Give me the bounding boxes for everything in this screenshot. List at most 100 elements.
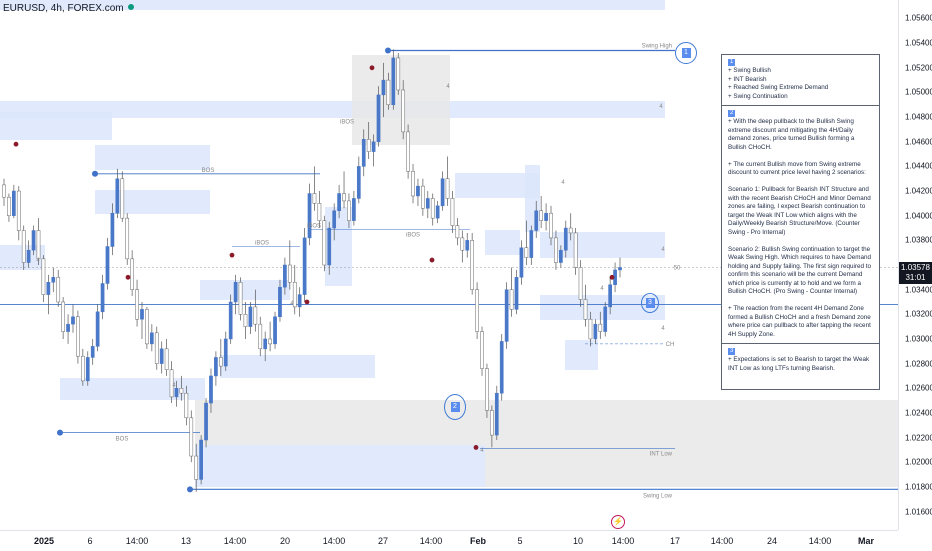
- candle-body: [460, 237, 465, 251]
- candle-body: [618, 267, 622, 271]
- candle-body: [529, 230, 534, 258]
- zone-11: [485, 230, 520, 255]
- candle-body: [253, 306, 258, 325]
- candle-body: [287, 264, 292, 283]
- symbol-title[interactable]: EURUSD, 4h, FOREX.com: [3, 3, 134, 14]
- price-tick: 1.01800: [905, 482, 932, 492]
- candle-body: [593, 323, 598, 340]
- note-line: + Expectations is set to Bearish to targ…: [728, 356, 871, 372]
- candle-body: [322, 220, 327, 266]
- candle-body: [504, 289, 509, 342]
- int-low-label: INT Low: [650, 452, 673, 458]
- price-tick: 1.03200: [905, 309, 932, 319]
- candle-body: [568, 227, 573, 234]
- candle-body: [396, 57, 401, 91]
- swing-point-1: [125, 274, 131, 280]
- zone-mark-0: 4: [446, 84, 450, 90]
- time-tick: 14:00: [710, 536, 734, 546]
- candle-body: [56, 277, 61, 303]
- candle-body: [41, 258, 46, 295]
- candle-body: [199, 439, 203, 480]
- candle-body: [164, 348, 169, 371]
- candle-body: [386, 79, 391, 106]
- candle-body: [51, 277, 56, 283]
- candle-body: [130, 258, 134, 290]
- ibos-label-mid: iBOS: [307, 223, 321, 229]
- candle-body: [514, 277, 519, 310]
- candles-layer: [2, 49, 622, 492]
- swing-low-dot: [187, 486, 193, 493]
- bos-label-top: BOS: [202, 168, 215, 174]
- time-tick: 14:00: [223, 536, 247, 546]
- candle-body: [356, 166, 361, 199]
- note-line: [728, 237, 874, 246]
- swing-point-7: [609, 274, 615, 280]
- time-axis[interactable]: 2025 6 14:00 13 14:00 20 14:00 27 14:00 Feb 5 10 14:…: [0, 530, 898, 551]
- note-line: [728, 297, 874, 306]
- candle-body: [347, 200, 351, 221]
- candle-body: [184, 392, 189, 419]
- candle-body: [31, 230, 36, 251]
- candle-body: [214, 357, 218, 377]
- candle-body: [583, 299, 588, 320]
- candle-body: [302, 237, 307, 295]
- candle-body: [115, 178, 120, 214]
- bos-high-dot: [92, 170, 98, 177]
- price-tick: 1.05600: [905, 13, 932, 23]
- candle-body: [544, 212, 548, 221]
- candle-body: [268, 338, 272, 345]
- candle-body: [588, 318, 593, 340]
- candle-body: [16, 190, 21, 231]
- current-price-value: 1.03578: [901, 263, 930, 272]
- note-section-3: 3 + Expectations is set to Bearish to ta…: [722, 344, 879, 377]
- bos-low-dot: [57, 429, 63, 436]
- time-tick: 13: [180, 536, 192, 546]
- candle-body: [563, 227, 568, 251]
- candle-body: [554, 237, 558, 263]
- swing-point-3: [304, 299, 310, 305]
- candle-body: [573, 232, 578, 268]
- swing-point-2: [229, 252, 235, 258]
- time-tick: 17: [669, 536, 681, 546]
- zone-17: [195, 445, 485, 487]
- candle-body: [475, 289, 479, 332]
- candle-body: [440, 178, 445, 207]
- note-section-1-number: 1: [728, 59, 736, 66]
- analysis-note: 1 + Swing Bullish + INT Bearish + Reached …: [721, 54, 880, 390]
- marker-2-icon: 2: [444, 394, 466, 420]
- candle-body: [297, 294, 302, 308]
- swing-point-6: [473, 445, 479, 450]
- candle-body: [149, 332, 154, 345]
- candle-body: [381, 79, 386, 96]
- price-tick: 1.04600: [905, 137, 932, 147]
- time-tick: 5: [517, 536, 523, 546]
- marker-2-label: 2: [450, 402, 460, 412]
- swing-point-4: [369, 65, 375, 71]
- zone-15: [565, 340, 598, 370]
- zone-18: [485, 445, 898, 487]
- candle-body: [26, 249, 31, 263]
- zone-16: [195, 400, 898, 445]
- candle-body: [292, 282, 297, 308]
- candle-body: [80, 355, 85, 382]
- bos-label-bottom: BOS: [116, 437, 129, 443]
- zone-mark-2: 4: [661, 247, 665, 253]
- candle-body: [283, 264, 287, 288]
- zone-mark-9: 4: [480, 448, 484, 454]
- candle-body: [263, 338, 268, 350]
- candle-body: [169, 369, 174, 398]
- price-tick: 1.01600: [905, 507, 932, 516]
- zone-13: [540, 232, 665, 258]
- time-tick: 2025: [33, 536, 55, 546]
- marker-1-icon: 1: [675, 42, 697, 64]
- time-tick: 14:00: [808, 536, 832, 546]
- candle-body: [391, 57, 396, 106]
- zone-8: [0, 101, 665, 118]
- candle-body: [401, 89, 406, 133]
- price-tick: 1.04200: [905, 186, 932, 196]
- candle-body: [233, 282, 238, 303]
- lightning-icon[interactable]: ⚡: [611, 515, 625, 529]
- price-tick: 1.02800: [905, 359, 932, 369]
- price-tick: 1.05000: [905, 87, 932, 97]
- price-tick: 1.03400: [905, 285, 932, 295]
